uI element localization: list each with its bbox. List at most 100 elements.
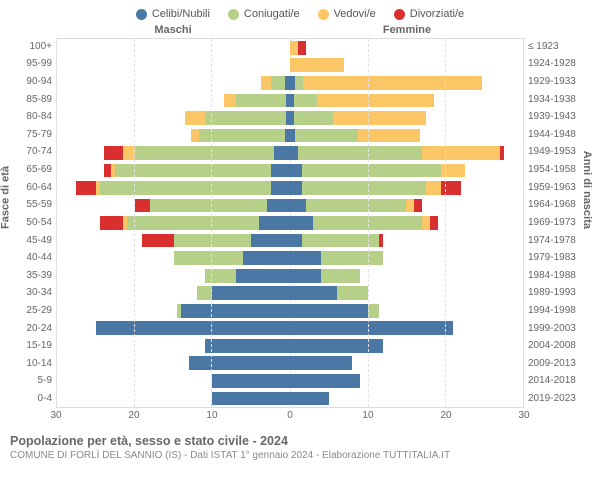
age-label: 65-69 (10, 161, 52, 179)
bar-seg (379, 234, 383, 248)
x-tick: 10 (362, 410, 373, 421)
bar-seg (290, 251, 321, 265)
bars-area (56, 38, 524, 408)
bar-seg (205, 269, 236, 283)
bar-seg (127, 216, 259, 230)
female-row (290, 320, 523, 338)
bar-seg (422, 216, 430, 230)
birth-year-label: 1924-1928 (528, 56, 590, 74)
female-header: Femmine (290, 24, 524, 36)
bar-seg (290, 181, 302, 195)
male-row (57, 249, 290, 267)
birth-year-label: 1939-1943 (528, 108, 590, 126)
bar-seg (271, 164, 290, 178)
bar-seg (290, 339, 383, 353)
female-row (290, 109, 523, 127)
bar-seg (321, 269, 360, 283)
male-row (57, 390, 290, 408)
age-label: 50-54 (10, 214, 52, 232)
population-pyramid-chart: Celibi/Nubili Coniugati/e Vedovi/e Divorzia… (0, 0, 600, 500)
bar-seg (274, 146, 290, 160)
legend-item: Vedovi/e (318, 8, 376, 20)
x-tick: 30 (518, 410, 529, 421)
bar-seg (368, 304, 380, 318)
male-row (57, 267, 290, 285)
bar-seg (290, 304, 368, 318)
bar-seg (174, 251, 244, 265)
female-row (290, 355, 523, 373)
x-tick: 20 (440, 410, 451, 421)
bar-seg (174, 234, 252, 248)
bar-seg (290, 199, 306, 213)
female-row (290, 197, 523, 215)
female-row (290, 302, 523, 320)
birth-year-label: 2009-2013 (528, 355, 590, 373)
bar-seg (205, 111, 287, 125)
bar-seg (290, 216, 313, 230)
gender-headers: Maschi Femmine (10, 24, 590, 36)
bar-seg (189, 356, 290, 370)
x-tick: 20 (128, 410, 139, 421)
x-axis: 3020100102030 (10, 410, 590, 424)
bar-seg (243, 251, 290, 265)
female-row (290, 249, 523, 267)
bar-seg (500, 146, 504, 160)
male-row (57, 302, 290, 320)
male-row (57, 109, 290, 127)
age-label: 45-49 (10, 232, 52, 250)
birth-year-label: 2004-2008 (528, 337, 590, 355)
y-axis-left: Fasce di età 100+95-9990-9485-8980-8475-… (10, 38, 56, 408)
female-row (290, 232, 523, 250)
birth-year-label: 1989-1993 (528, 285, 590, 303)
male-header: Maschi (56, 24, 290, 36)
bar-seg (100, 216, 123, 230)
bar-seg (295, 129, 357, 143)
age-label: 100+ (10, 38, 52, 56)
bar-seg (302, 181, 426, 195)
bar-seg (135, 146, 275, 160)
bar-seg (290, 41, 298, 55)
male-row (57, 179, 290, 197)
bar-seg (212, 374, 290, 388)
legend-label: Vedovi/e (334, 8, 376, 20)
x-tick: 10 (206, 410, 217, 421)
age-label: 10-14 (10, 355, 52, 373)
bar-seg (294, 111, 333, 125)
legend-item: Coniugati/e (228, 8, 300, 20)
bar-seg (212, 392, 290, 406)
female-row (290, 284, 523, 302)
female-bars (290, 39, 523, 407)
female-row (290, 92, 523, 110)
female-row (290, 162, 523, 180)
bar-seg (224, 94, 236, 108)
male-row (57, 232, 290, 250)
birth-year-label: 1944-1948 (528, 126, 590, 144)
female-row (290, 267, 523, 285)
bar-seg (197, 286, 213, 300)
bar-seg (306, 199, 407, 213)
female-row (290, 39, 523, 57)
legend-swatch (394, 9, 405, 20)
legend-swatch (136, 9, 147, 20)
bar-seg (259, 216, 290, 230)
birth-year-label: 2014-2018 (528, 373, 590, 391)
bar-seg (135, 199, 151, 213)
bar-seg (295, 76, 303, 90)
male-row (57, 127, 290, 145)
male-row (57, 144, 290, 162)
male-bars (57, 39, 290, 407)
female-row (290, 390, 523, 408)
bar-seg (422, 146, 500, 160)
legend-label: Celibi/Nubili (152, 8, 210, 20)
age-label: 95-99 (10, 56, 52, 74)
bar-seg (185, 111, 204, 125)
bar-seg (430, 216, 438, 230)
legend-item: Divorziati/e (394, 8, 464, 20)
legend-item: Celibi/Nubili (136, 8, 210, 20)
birth-year-label: 2019-2023 (528, 390, 590, 408)
female-row (290, 179, 523, 197)
female-row (290, 337, 523, 355)
female-row (290, 214, 523, 232)
age-label: 80-84 (10, 108, 52, 126)
legend-label: Divorziati/e (410, 8, 464, 20)
